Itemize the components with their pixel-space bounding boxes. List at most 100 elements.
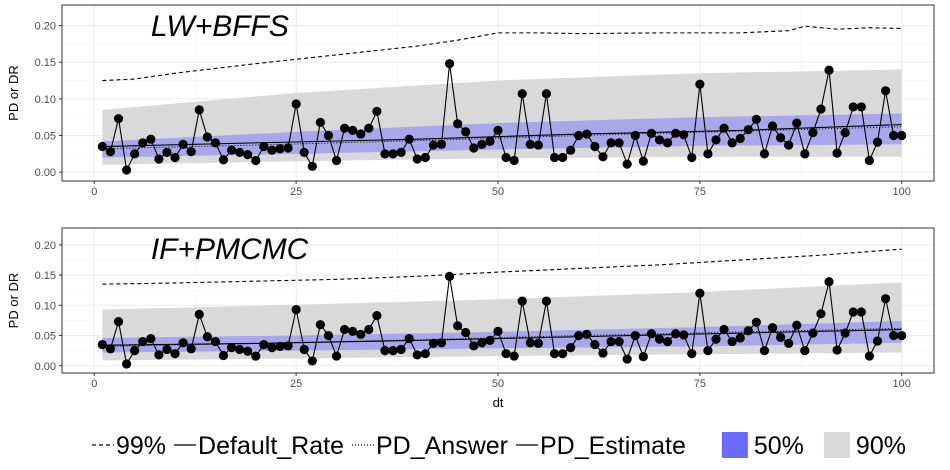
data-point [751,317,761,327]
data-point [146,333,156,344]
x-tick-label: 25 [290,186,302,198]
data-point [388,149,398,159]
data-point [218,350,229,361]
data-point [501,349,511,359]
data-point [662,336,673,347]
band-50pct [102,113,902,158]
x-tick-label: 75 [694,378,706,390]
y-tick-label: 0.00 [35,167,56,179]
data-point [549,152,560,163]
data-point [767,323,778,333]
default-rate-points [97,59,907,175]
band-50pct [102,321,902,353]
data-point [784,140,794,150]
data-point [759,346,770,356]
data-point [638,352,648,362]
data-point [444,271,455,281]
data-point [130,346,140,356]
x-axis-title: dt [493,395,504,410]
panel-1: 0 25 50 75 100 0.00 0.05 0.10 0.15 0.20 PD or DR LW… [6,4,935,198]
data-point [477,139,487,149]
legend-label: Default_Rate [198,432,344,460]
data-point [598,152,608,162]
data-point [533,338,543,348]
data-point [606,336,616,347]
legend-item: Default_Rate [174,432,344,460]
data-point [162,344,172,355]
x-tick-label: 0 [91,186,97,198]
y-axis-title: PD or DR [6,65,21,121]
data-point [711,135,721,145]
data-point [380,346,390,356]
data-point [428,140,439,150]
data-point [226,145,237,155]
data-point [299,147,309,157]
data-point [251,351,261,361]
data-point [889,130,899,141]
data-point [105,344,116,354]
axes: 0 25 50 75 100 0.00 0.05 0.10 0.15 0.20 [35,21,911,198]
data-point [412,350,422,360]
legend-label: PD_Answer [376,432,508,460]
data-point [194,309,204,319]
data-point [113,114,124,124]
data-point [792,320,802,330]
legend-key-fill [721,432,748,458]
data-point [566,145,576,155]
data-point [113,317,124,327]
data-point [170,349,180,359]
data-point [864,351,875,361]
data-point [695,79,705,89]
data-point [872,137,883,147]
panel-border [61,4,935,182]
data-point [703,346,713,356]
y-axis-title: PD or DR [6,273,21,329]
data-point [598,348,608,358]
data-point [267,343,277,353]
data-point [259,340,269,350]
data-point [283,341,293,351]
data-point [162,147,172,157]
data-point [323,330,334,341]
data-point [461,327,471,338]
data-point [606,138,616,148]
data-point [186,344,196,354]
data-point [856,102,866,112]
series-line-pd-estimate [102,328,902,346]
data-point [517,89,527,99]
x-tick-label: 75 [694,186,706,198]
y-tick-label: 0.10 [35,94,56,106]
data-point [816,309,826,319]
y-tick-label: 0.10 [35,300,56,312]
data-point [703,149,713,159]
data-point [832,148,842,158]
data-point [323,130,334,141]
data-point [840,328,850,338]
data-point [412,154,422,164]
data-point [243,150,253,160]
default-rate-points [97,271,907,369]
data-point [291,304,301,315]
data-point [469,341,479,351]
data-point [339,123,350,133]
x-tick-label: 0 [91,378,97,390]
y-tick-label: 0.05 [35,331,56,343]
data-point [557,349,568,359]
data-point [493,125,503,135]
data-point [178,338,188,348]
data-point [622,354,632,364]
data-point [235,147,245,157]
data-point [453,321,463,331]
data-point [364,123,374,133]
data-point [687,349,697,359]
data-point [154,350,164,360]
data-point [743,326,753,336]
data-point [218,155,229,165]
data-point [348,125,358,135]
data-point [372,106,382,116]
x-tick-label: 50 [492,186,504,198]
data-point [307,161,317,171]
data-point [485,136,495,146]
data-point [388,346,398,356]
x-tick-label: 50 [492,378,504,390]
